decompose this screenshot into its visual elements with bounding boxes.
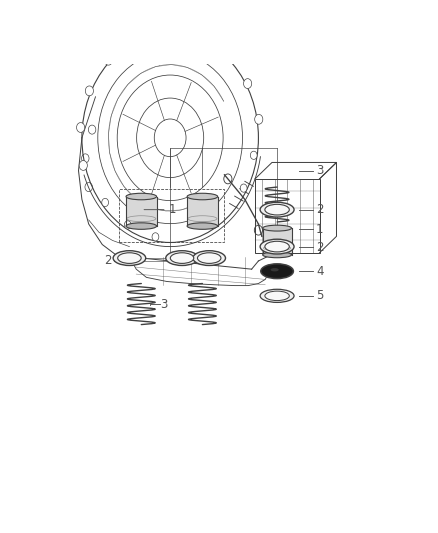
Ellipse shape [260,239,294,254]
Ellipse shape [261,264,293,279]
Ellipse shape [113,251,146,265]
Bar [263,228,292,255]
Ellipse shape [260,202,294,217]
Circle shape [81,154,89,163]
Text: 1: 1 [169,203,176,216]
Ellipse shape [170,253,194,263]
Ellipse shape [271,268,279,271]
Circle shape [85,183,92,191]
Text: 2: 2 [316,203,324,216]
Circle shape [102,198,109,207]
Bar [119,189,224,243]
Circle shape [254,115,263,124]
Text: 3: 3 [316,164,324,177]
Text: 2: 2 [104,254,112,268]
Ellipse shape [260,289,294,302]
Circle shape [254,225,262,235]
Ellipse shape [187,223,218,229]
Ellipse shape [118,253,141,263]
Circle shape [240,184,247,192]
Ellipse shape [265,204,290,215]
Circle shape [194,31,202,42]
Ellipse shape [265,291,290,301]
Circle shape [77,123,85,132]
Text: 5: 5 [316,289,324,302]
Circle shape [104,55,113,65]
Text: 1: 1 [316,223,324,236]
Circle shape [79,160,87,171]
Text: 3: 3 [161,297,168,311]
Ellipse shape [263,225,292,231]
Ellipse shape [265,241,290,252]
Ellipse shape [126,223,157,229]
Ellipse shape [187,193,218,200]
Text: 2: 2 [316,241,324,254]
Ellipse shape [263,252,292,258]
Ellipse shape [198,253,221,263]
Circle shape [152,233,159,241]
Circle shape [251,151,257,159]
Bar [126,197,157,226]
Circle shape [244,79,252,88]
Circle shape [124,221,131,229]
Circle shape [88,125,96,134]
Ellipse shape [193,251,226,265]
Ellipse shape [126,193,157,200]
Bar [187,197,218,226]
Ellipse shape [166,251,198,265]
Circle shape [85,86,93,96]
Circle shape [131,35,139,44]
Text: 4: 4 [316,265,324,278]
Circle shape [224,174,232,184]
Circle shape [223,50,231,60]
Circle shape [162,26,171,36]
